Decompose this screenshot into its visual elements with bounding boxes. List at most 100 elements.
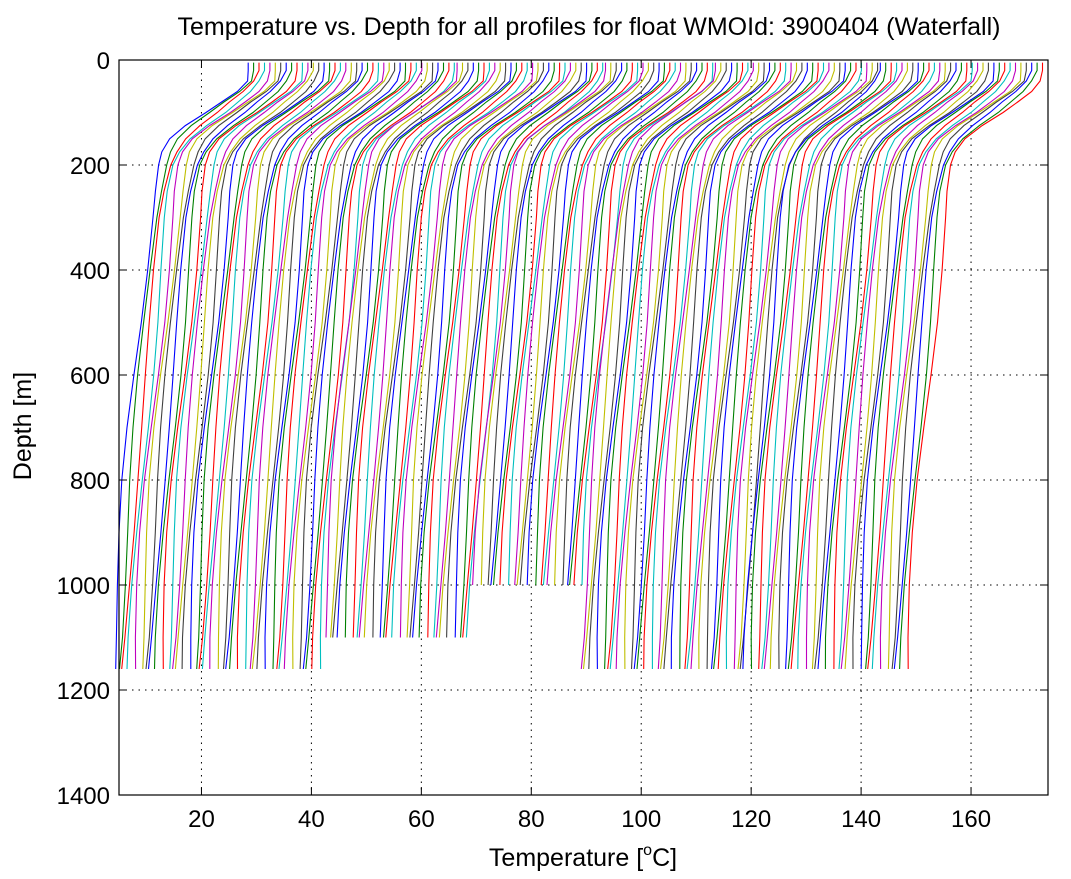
profile-line	[562, 62, 692, 586]
profile-line	[264, 62, 401, 670]
profile-line	[588, 62, 727, 670]
profile-line	[249, 62, 385, 670]
profile-line	[153, 62, 293, 670]
profile-line	[325, 62, 458, 638]
profile-line	[607, 62, 744, 670]
profile-line	[169, 62, 303, 670]
profile-line	[769, 62, 908, 670]
profile-line	[733, 62, 868, 670]
profile-line	[865, 62, 1000, 670]
profile-line	[840, 62, 979, 670]
x-axis-label-degree: o	[643, 842, 652, 859]
profile-line	[717, 62, 857, 670]
profile-line	[358, 62, 496, 638]
profile-line	[811, 62, 946, 670]
profile-line	[686, 62, 825, 670]
y-tick-label: 600	[70, 363, 110, 390]
profile-line	[657, 62, 792, 670]
profile-line	[567, 62, 698, 586]
profile-line	[126, 62, 266, 670]
profile-line	[490, 62, 623, 586]
y-tick-label: 400	[70, 258, 110, 285]
x-tick-label: 120	[731, 806, 771, 833]
profile-line	[336, 62, 474, 638]
profile-line	[406, 62, 539, 638]
profile-line	[462, 62, 598, 638]
profile-line	[372, 62, 507, 638]
profile-line	[624, 62, 760, 670]
x-tick-label: 60	[408, 806, 435, 833]
profile-line	[292, 62, 428, 670]
profile-line	[824, 62, 962, 670]
profile-line	[134, 62, 271, 670]
profile-line	[899, 62, 1038, 670]
profile-line	[833, 62, 968, 670]
y-tick-label: 0	[97, 48, 110, 75]
profile-line	[542, 62, 676, 586]
profile-line	[142, 62, 276, 670]
profile-line	[663, 62, 803, 670]
profile-line	[643, 62, 781, 670]
y-axis-label: Depth [m]	[9, 372, 37, 480]
profile-line	[725, 62, 862, 670]
profile-line	[633, 62, 771, 670]
profile-line	[438, 62, 577, 638]
profile-line	[379, 62, 512, 638]
profile-line	[172, 62, 309, 670]
profile-line	[679, 62, 814, 670]
profile-line	[526, 62, 660, 586]
profile-line	[580, 62, 716, 670]
profile-line	[790, 62, 930, 670]
profile-line	[871, 62, 1011, 670]
profile-line	[742, 62, 881, 670]
profile-line	[256, 62, 396, 670]
profile-line	[472, 62, 607, 586]
profile-line	[459, 62, 593, 638]
x-tick-label: 140	[841, 806, 881, 833]
profile-line	[540, 62, 671, 586]
profile-line	[554, 62, 687, 586]
profile-line	[750, 62, 887, 670]
profile-line	[817, 62, 957, 670]
profile-line	[508, 62, 639, 586]
profile-line	[713, 62, 852, 670]
profile-line	[121, 62, 260, 670]
profile-line	[332, 62, 469, 638]
profile-line	[844, 62, 984, 670]
profile-line	[302, 62, 439, 670]
profile-line	[145, 62, 282, 670]
profile-line	[330, 62, 464, 638]
profile-line	[660, 62, 798, 670]
profile-line	[480, 62, 612, 586]
profile-line	[761, 62, 898, 670]
profile-line	[272, 62, 407, 670]
profile-line	[196, 62, 331, 670]
axis-ticks: 20 40 60 80 100 120 140 160 0 200 400 600 800 1000 120…	[57, 48, 1048, 833]
plot-area-frame	[118, 59, 1049, 796]
y-tick-label: 1000	[57, 573, 110, 600]
chart-title: Temperature vs. Depth for all profiles f…	[177, 13, 1000, 41]
x-axis-label-unit: C]	[652, 844, 677, 872]
profile-line	[737, 62, 873, 670]
y-tick-label: 1400	[57, 783, 110, 810]
profile-line	[758, 62, 892, 670]
profile-lines	[115, 62, 1044, 670]
profile-line	[251, 62, 390, 670]
profile-line	[573, 62, 708, 586]
profile-line	[427, 62, 561, 638]
profile-line	[636, 62, 776, 670]
profile-line	[433, 62, 566, 638]
profile-line	[609, 62, 749, 670]
profile-line	[209, 62, 347, 670]
profile-line	[763, 62, 903, 670]
y-tick-label: 1200	[57, 678, 110, 705]
profile-line	[363, 62, 501, 638]
profile-line	[860, 62, 995, 670]
profile-line	[546, 62, 682, 586]
profile-line	[311, 62, 450, 670]
profile-line	[115, 62, 249, 670]
profile-line	[446, 62, 582, 638]
profile-line	[222, 62, 358, 670]
profile-line	[229, 62, 369, 670]
